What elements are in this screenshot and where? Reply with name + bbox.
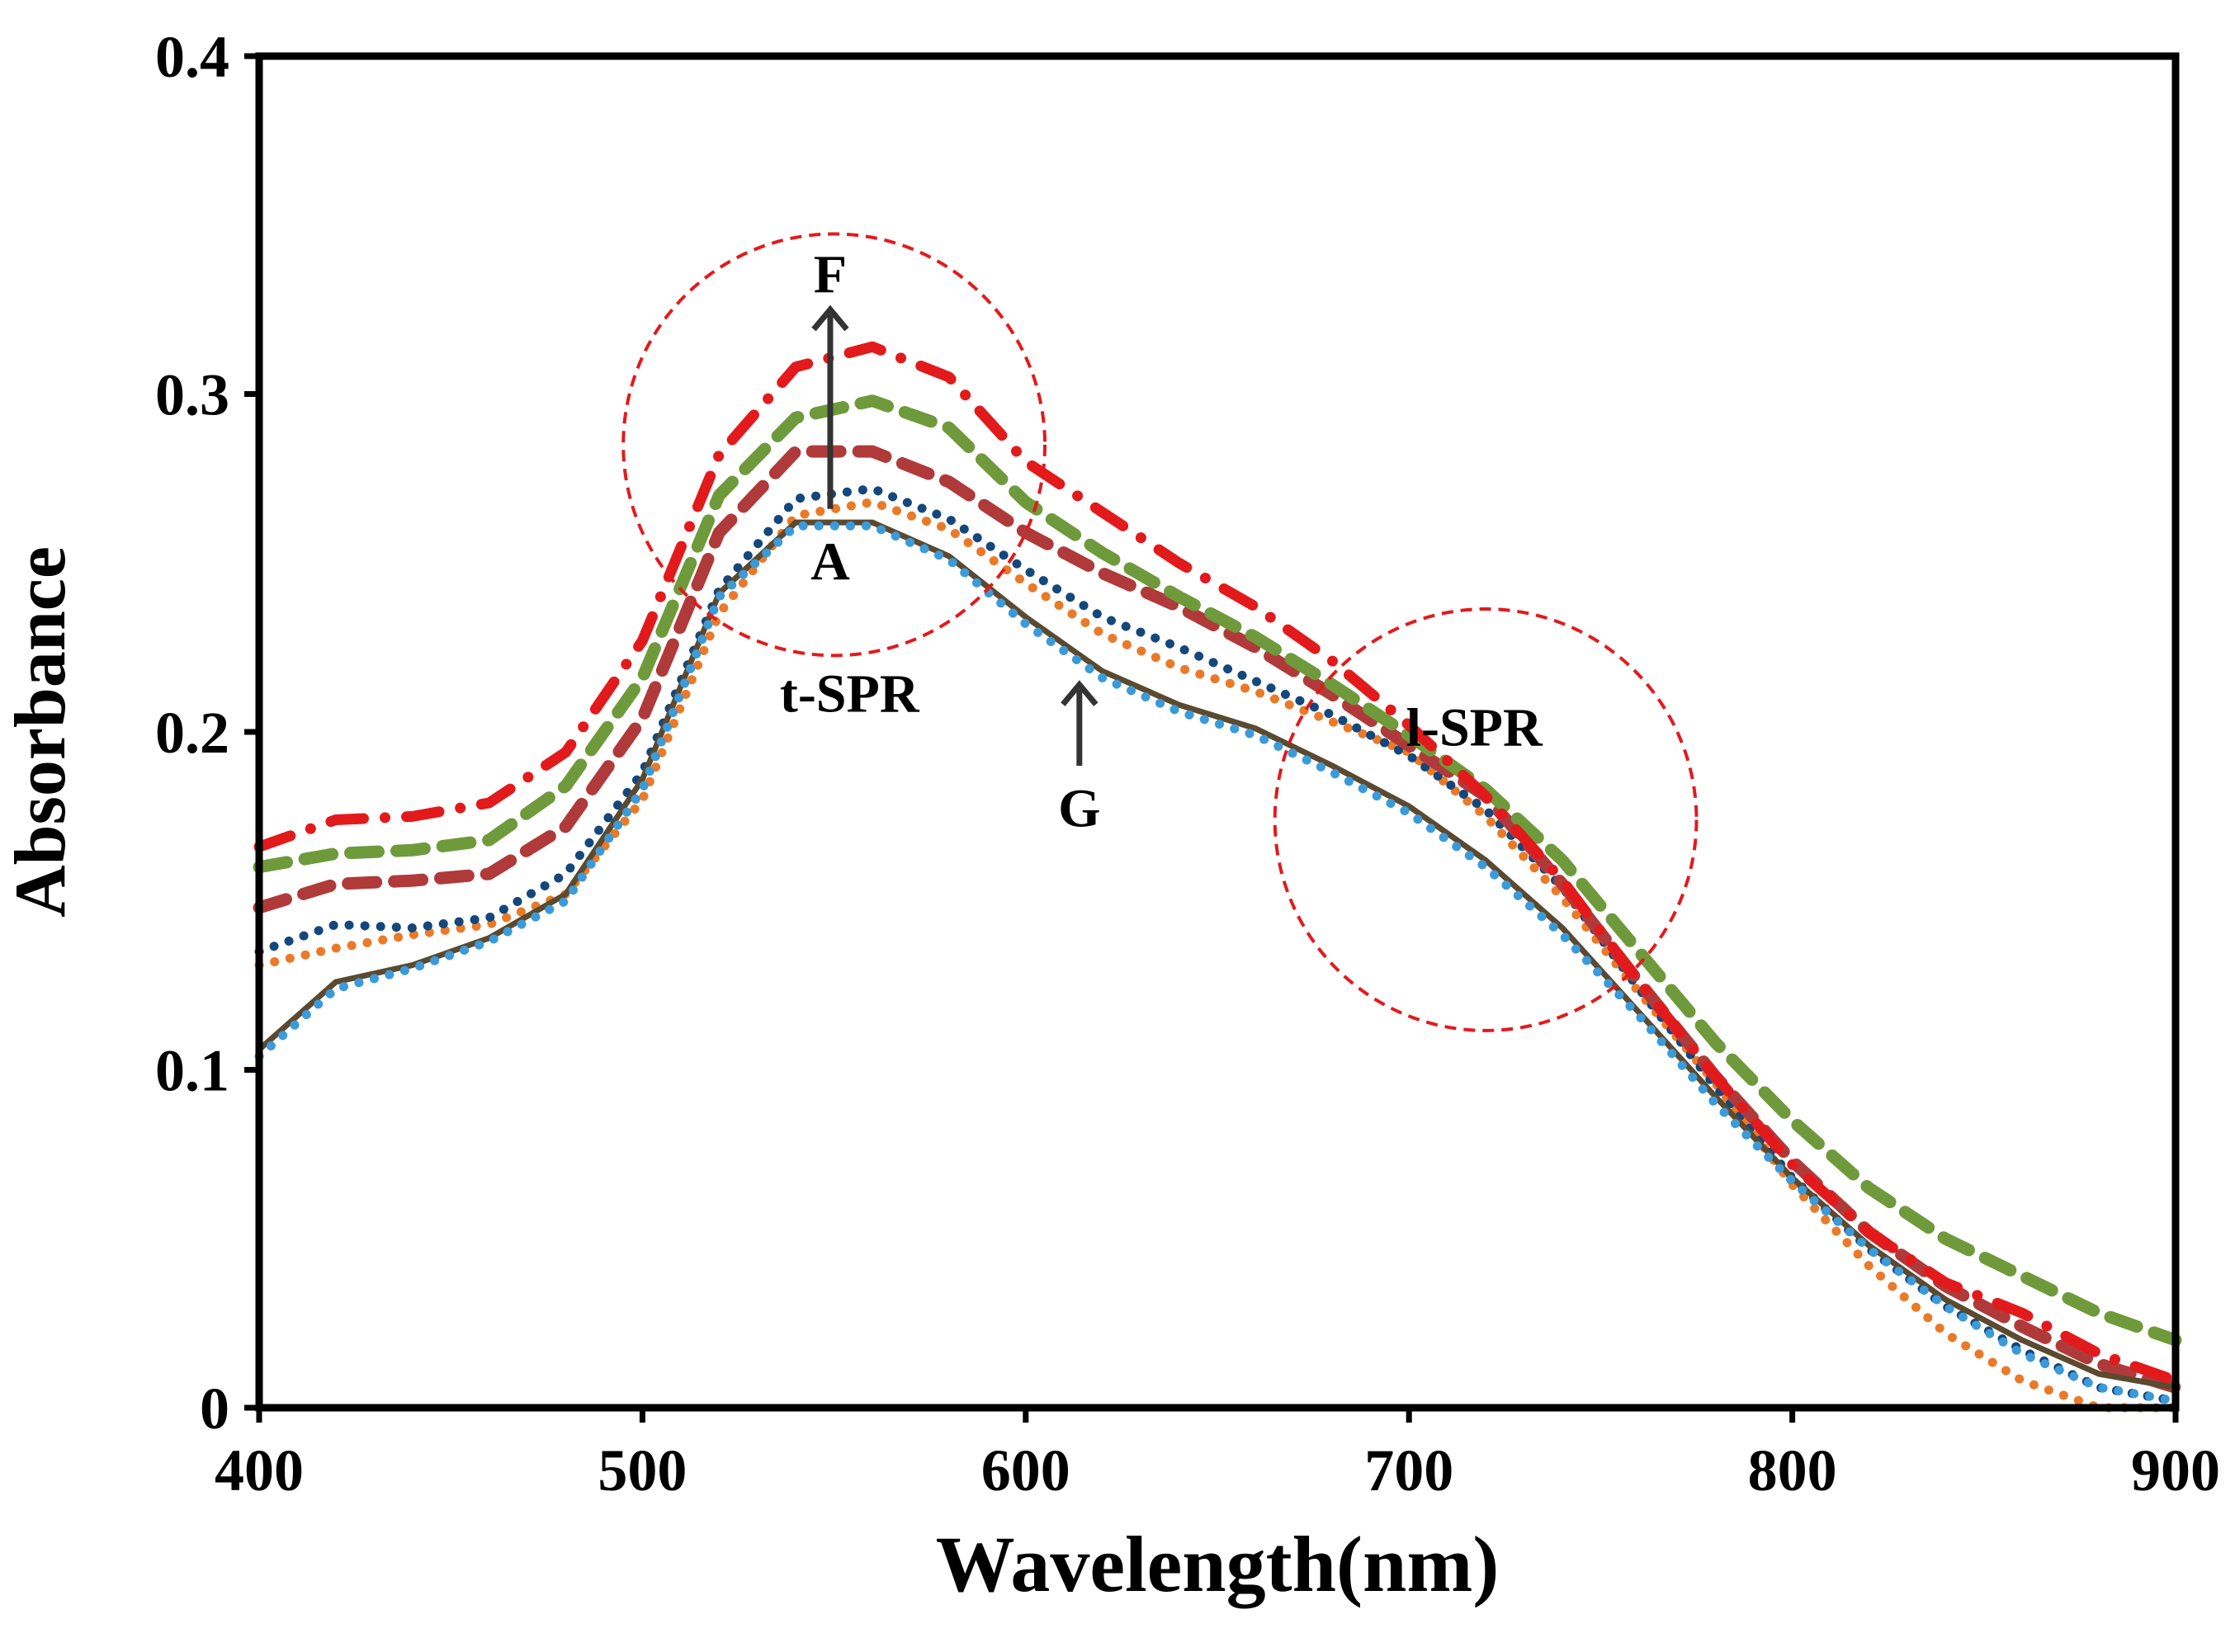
y-tick-label: 0.3 [155,362,229,428]
y-tick-label: 0.4 [155,24,229,90]
arrow-label-g: G [1058,779,1100,839]
arrow-g-head [1061,680,1099,706]
t-spr-circle [621,232,1047,658]
arrow-a-to-f-head [811,304,849,332]
x-tick-label: 600 [981,1437,1070,1503]
annotation-layer [621,232,1699,1032]
x-tick-label: 800 [1748,1437,1837,1503]
l-spr-circle [1273,607,1699,1032]
series-layer [253,341,2182,1413]
arrow-end-label-f: F [814,245,847,305]
ticks-layer: 400 500 600 700 800 900 0 0.1 0.2 0.3 0.4 [155,24,2220,1503]
series-line-b [254,484,2181,1406]
y-tick-label: 0.1 [155,1038,229,1104]
y-tick-label: 0 [200,1376,229,1442]
x-tick-label: 900 [2131,1437,2220,1503]
t-spr-label: t-SPR [780,663,920,724]
series-line-a [254,498,2181,1413]
series-line-d [253,394,2182,1347]
x-tick-label: 700 [1364,1437,1453,1503]
y-axis-title: Absorbance [1,546,81,918]
x-axis-title: Wavelength(nm) [936,1520,1500,1608]
y-tick-label: 0.2 [155,700,229,766]
arrow-start-label-a: A [810,532,850,592]
series-line-c [253,445,2182,1394]
l-spr-label: l-SPR [1406,697,1543,758]
series-line-g [254,521,2181,1406]
x-tick-label: 500 [598,1437,687,1503]
x-tick-label: 400 [215,1437,304,1503]
